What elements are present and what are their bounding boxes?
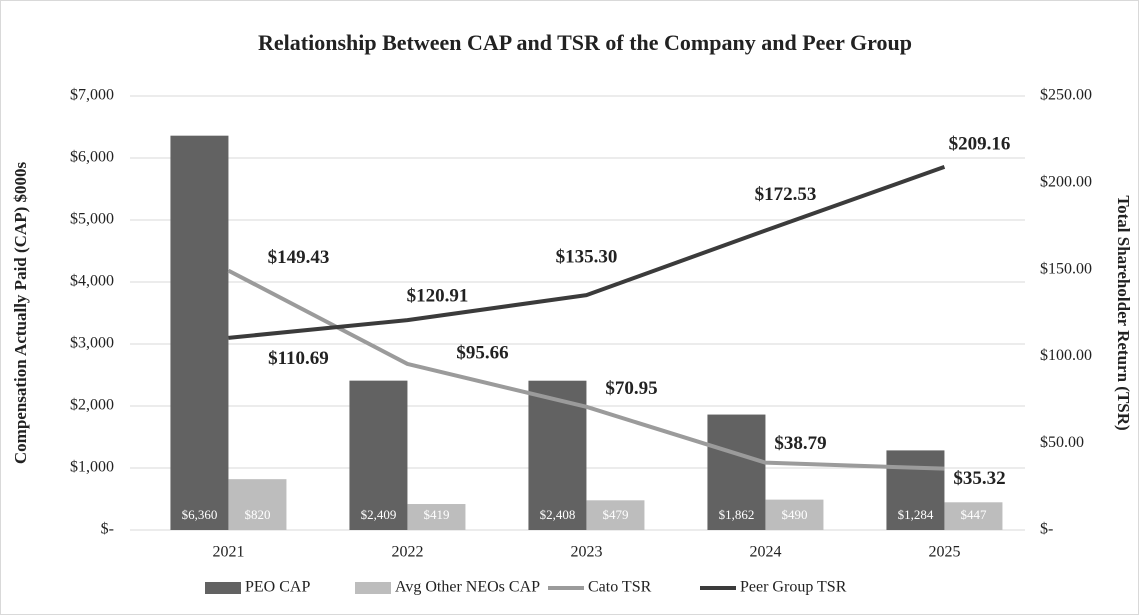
y2-tick-label: $200.00 <box>1040 173 1092 190</box>
bar-value-label: $447 <box>960 507 987 522</box>
line-value-label: $120.91 <box>407 285 469 306</box>
x-tick-label: 2025 <box>928 544 960 561</box>
y-tick-label: $5,000 <box>70 211 114 228</box>
y2-tick-label: $100.00 <box>1040 347 1092 364</box>
bar-value-label: $6,360 <box>182 507 218 522</box>
y-tick-label: $4,000 <box>70 273 114 290</box>
line <box>227 268 945 471</box>
bar <box>765 499 824 530</box>
y-tick-label: $3,000 <box>70 335 114 352</box>
x-tick-label: 2021 <box>212 544 244 561</box>
bar-value-label: $820 <box>244 507 270 522</box>
x-tick-label: 2022 <box>391 544 423 561</box>
bar <box>349 380 408 530</box>
line-value-label: $38.79 <box>774 433 826 454</box>
line-value-label: $172.53 <box>755 184 817 205</box>
bar <box>228 479 287 530</box>
y-tick-label: $1,000 <box>70 459 114 476</box>
x-tick-label: 2024 <box>749 544 781 561</box>
legend-swatch <box>355 582 391 594</box>
y2-tick-label: $- <box>1040 521 1053 538</box>
x-tick-label: 2023 <box>570 544 602 561</box>
legend-label: Peer Group TSR <box>740 579 847 596</box>
bar-value-label: $479 <box>602 507 628 522</box>
line-value-label: $110.69 <box>268 348 329 369</box>
y-tick-label: $7,000 <box>70 87 114 104</box>
line-value-label: $149.43 <box>268 247 330 268</box>
legend-label: Avg Other NEOs CAP <box>395 579 540 596</box>
bar-value-label: $1,284 <box>898 507 934 522</box>
bar <box>944 502 1003 530</box>
y-axis-title: Compensation Actually Paid (CAP) $000s <box>11 162 30 465</box>
bar <box>707 414 766 530</box>
bar-value-label: $2,409 <box>361 507 397 522</box>
line-value-label: $135.30 <box>556 246 618 267</box>
legend-label: Cato TSR <box>588 579 652 596</box>
line-value-label: $95.66 <box>456 342 508 363</box>
legend-label: PEO CAP <box>245 579 310 596</box>
bar <box>170 135 229 530</box>
bar <box>586 500 645 530</box>
line <box>228 165 946 340</box>
bar-value-label: $419 <box>423 507 449 522</box>
line-value-label: $35.32 <box>953 468 1005 489</box>
bar <box>886 450 945 530</box>
y-tick-label: $- <box>101 521 114 538</box>
bar-value-label: $1,862 <box>719 507 755 522</box>
y2-tick-label: $50.00 <box>1040 434 1084 451</box>
legend-swatch <box>205 582 241 594</box>
bar <box>407 504 466 530</box>
line-value-label: $209.16 <box>949 133 1011 154</box>
line-value-label: $70.95 <box>605 378 657 399</box>
chart-title: Relationship Between CAP and TSR of the … <box>258 30 912 55</box>
bar-value-label: $2,408 <box>540 507 576 522</box>
y-tick-label: $2,000 <box>70 397 114 414</box>
y-tick-label: $6,000 <box>70 149 114 166</box>
bar-value-label: $490 <box>781 507 807 522</box>
y2-tick-label: $150.00 <box>1040 260 1092 277</box>
y2-axis-title: Total Shareholder Return (TSR) <box>1114 195 1133 430</box>
y2-tick-label: $250.00 <box>1040 87 1092 104</box>
